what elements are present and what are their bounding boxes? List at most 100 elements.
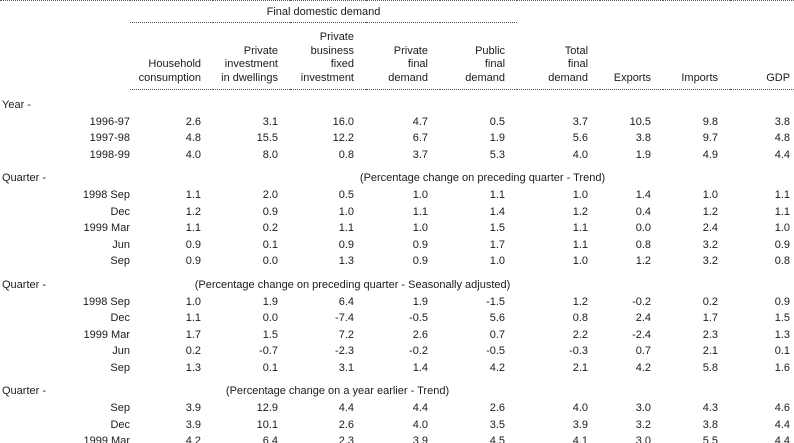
cell-value: 6.7: [412, 132, 428, 144]
cell-value: 4.5: [489, 435, 506, 443]
cell-value: -0.2: [632, 295, 652, 308]
column-header-private-final-demand: Private final demand: [366, 22, 440, 90]
cell-value: 1.7: [185, 328, 201, 341]
cell-value: 0.9: [185, 255, 201, 267]
cell-value: 4.0: [412, 418, 428, 431]
cell-value: 2.6: [185, 115, 201, 128]
row-period-label: 1999 Mar: [83, 435, 130, 443]
cell-value: 1.0: [338, 205, 354, 218]
cell-value: 5.3: [489, 148, 506, 161]
table-row: 1998 Sep 1.0 1.9 6.4 1.9 -1.5 1.2 -0.2 0.2 0.9: [0, 294, 794, 311]
cell-value: -1.5: [486, 295, 506, 308]
cell-value: 1.0: [774, 222, 791, 234]
row-period-label: Sep: [110, 255, 130, 267]
cell-value: 1.9: [262, 295, 278, 308]
cell-value: 3.1: [262, 115, 278, 128]
table-row: 1997-98 4.8 15.5 12.2 6.7 1.9 5.6 3.8 9.7 4.8: [0, 130, 794, 147]
cell-value: 0.8: [572, 312, 589, 324]
column-header-total-final-demand: Total final demand: [517, 22, 601, 90]
cell-value: 1.3: [338, 255, 354, 267]
column-header-private-business-fixed-investment: Private business fixed investment: [290, 22, 366, 90]
cell-value: 4.2: [635, 361, 652, 374]
section-label: Quarter -: [2, 172, 47, 184]
cell-value: 4.1: [572, 435, 589, 443]
cell-value: 2.6: [338, 418, 354, 431]
cell-value: 0.0: [635, 222, 652, 234]
cell-value: -2.4: [632, 328, 652, 341]
cell-value: 5.6: [489, 312, 506, 324]
cell-value: -7.4: [335, 312, 354, 324]
column-header-household-consumption: Household consumption: [130, 22, 213, 90]
section-header-row: Quarter - (Percentage change on preceding…: [0, 163, 794, 187]
cell-value: 3.7: [572, 115, 589, 128]
cell-value: 3.2: [702, 255, 719, 267]
cell-value: 1.9: [635, 148, 652, 161]
cell-value: 6.4: [262, 435, 278, 443]
row-period-label: 1998-99: [89, 148, 130, 161]
cell-value: 1.0: [489, 255, 506, 267]
cell-value: 1.3: [185, 361, 201, 374]
table-row: Jun 0.9 0.1 0.9 0.9 1.7 1.1 0.8 3.2 0.9: [0, 237, 794, 254]
table-row: Dec 1.2 0.9 1.0 1.1 1.4 1.2 0.4 1.2 1.1: [0, 204, 794, 221]
cell-value: 3.9: [185, 418, 201, 431]
cell-value: 2.2: [572, 328, 589, 341]
cell-value: 1.7: [489, 238, 506, 251]
cell-value: 4.4: [412, 402, 428, 414]
column-header-row: Household consumption Private investment…: [0, 22, 794, 90]
cell-value: -0.7: [259, 345, 278, 357]
cell-value: 0.1: [774, 345, 791, 357]
cell-value: 4.7: [412, 115, 428, 128]
cell-value: 3.0: [635, 402, 652, 414]
table-row: Dec 3.9 10.1 2.6 4.0 3.5 3.9 3.2 3.8 4.4: [0, 417, 794, 434]
cell-value: 0.0: [262, 312, 278, 324]
row-period-label: Dec: [110, 312, 130, 324]
row-period-label: Dec: [110, 205, 130, 218]
cell-value: 1.2: [572, 205, 589, 218]
cell-value: 4.8: [774, 132, 791, 144]
section-header-row: Quarter - (Percentage change on preceding…: [0, 270, 794, 294]
cell-value: 2.0: [262, 189, 278, 201]
table-body: Year - 1996-97 2.6 3.1 16.0 4.7 0.5 3.7 10.5 9.8 3…: [0, 90, 794, 443]
row-period-label: 1999 Mar: [83, 328, 130, 341]
cell-value: 4.4: [774, 418, 791, 431]
cell-value: 1.5: [774, 312, 791, 324]
cell-value: 2.6: [489, 402, 506, 414]
cell-value: 9.8: [702, 115, 719, 128]
cell-value: 5.5: [702, 435, 719, 443]
cell-value: 1.4: [489, 205, 506, 218]
cell-value: 1.9: [412, 295, 428, 308]
cell-value: 2.6: [412, 328, 428, 341]
cell-value: 15.5: [256, 132, 278, 144]
section-subtitle: (Percentage change on preceding quarter …: [359, 172, 606, 184]
cell-value: 1.0: [412, 222, 428, 234]
row-period-label: 1999 Mar: [83, 222, 130, 234]
cell-value: 0.9: [185, 238, 201, 251]
cell-value: 0.5: [489, 115, 506, 128]
cell-value: 0.5: [338, 189, 354, 201]
table-row: 1999 Mar 1.1 0.2 1.1 1.0 1.5 1.1 0.0 2.4 1.0: [0, 220, 794, 237]
section-subtitle: (Percentage change on preceding quarter …: [194, 278, 511, 291]
cell-value: -0.5: [486, 345, 506, 357]
cell-value: 0.7: [489, 328, 506, 341]
cell-value: 4.0: [572, 148, 589, 161]
table-row: Sep 0.9 0.0 1.3 0.9 1.0 1.0 1.2 3.2 0.8: [0, 253, 794, 270]
table-row: 1998 Sep 1.1 2.0 0.5 1.0 1.1 1.0 1.4 1.0 1.1: [0, 187, 794, 204]
spanner-row: Final domestic demand: [0, 0, 794, 23]
cell-value: 4.0: [572, 402, 589, 414]
cell-value: 1.1: [774, 189, 791, 201]
cell-value: 0.9: [262, 205, 278, 218]
cell-value: 4.4: [774, 148, 791, 161]
cell-value: 3.7: [412, 148, 428, 161]
cell-value: 0.0: [262, 255, 278, 267]
cell-value: 0.9: [338, 238, 354, 251]
section-subtitle: (Percentage change on a year earlier - T…: [225, 385, 450, 397]
column-header-gdp: GDP: [730, 22, 794, 90]
cell-value: 3.8: [702, 418, 719, 431]
spanner-spacer-left: [0, 1, 130, 23]
cell-value: 1.1: [185, 222, 201, 234]
column-header-corner: [0, 23, 130, 90]
cell-value: 3.2: [635, 418, 652, 431]
cell-value: 0.9: [412, 255, 428, 267]
row-period-label: Sep: [110, 361, 130, 374]
cell-value: 1.9: [489, 132, 506, 144]
